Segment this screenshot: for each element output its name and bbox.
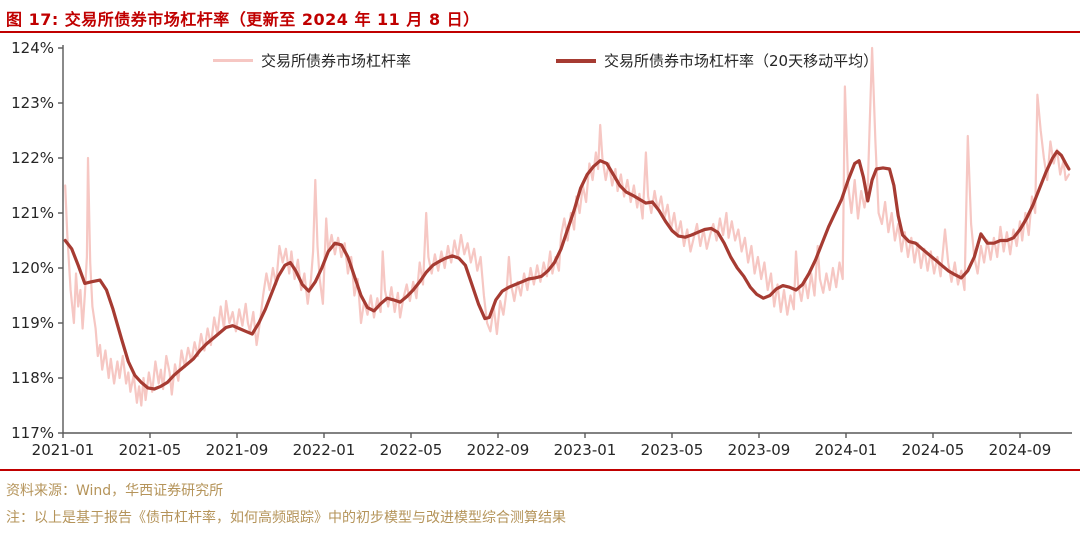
y-tick-label: 117%: [11, 424, 54, 442]
x-tick-label: 2024-01: [815, 441, 878, 459]
ma-leverage-line: [63, 149, 1071, 391]
y-tick-label: 122%: [11, 149, 54, 167]
y-tick-label: 123%: [11, 94, 54, 112]
raw-leverage-line: [64, 46, 1071, 407]
x-tick-label: 2022-01: [293, 441, 356, 459]
y-tick-label: 118%: [11, 369, 54, 387]
methodology-note: 注：以上是基于报告《债市杠杆率，如何高频跟踪》中的初步模型与改进模型综合测算结果: [6, 510, 566, 526]
x-tick-label: 2023-05: [641, 441, 704, 459]
x-tick-label: 2021-01: [32, 441, 95, 459]
y-tick-label: 121%: [11, 204, 54, 222]
x-tick-label: 2021-05: [119, 441, 182, 459]
x-tick-label: 2022-05: [380, 441, 443, 459]
x-tick-label: 2024-05: [902, 441, 965, 459]
footer-separator-rule: [0, 469, 1080, 471]
y-tick-label: 124%: [11, 39, 54, 57]
x-tick-label: 2021-09: [206, 441, 269, 459]
x-tick-label: 2022-09: [467, 441, 530, 459]
chart-canvas: 117% 118% 119% 120% 121% 122% 123% 124% 2021-01 2…: [11, 39, 1072, 459]
data-source-note: 资料来源：Wind，华西证券研究所: [6, 483, 224, 499]
title-separator-rule: [0, 31, 1080, 33]
y-tick-label: 119%: [11, 314, 54, 332]
x-tick-label: 2024-09: [989, 441, 1052, 459]
page-title: 图 17: 交易所债券市场杠杆率（更新至 2024 年 11 月 8 日）: [6, 10, 480, 29]
y-tick-label: 120%: [11, 259, 54, 277]
x-tick-label: 2023-01: [554, 441, 617, 459]
x-tick-label: 2023-09: [728, 441, 791, 459]
